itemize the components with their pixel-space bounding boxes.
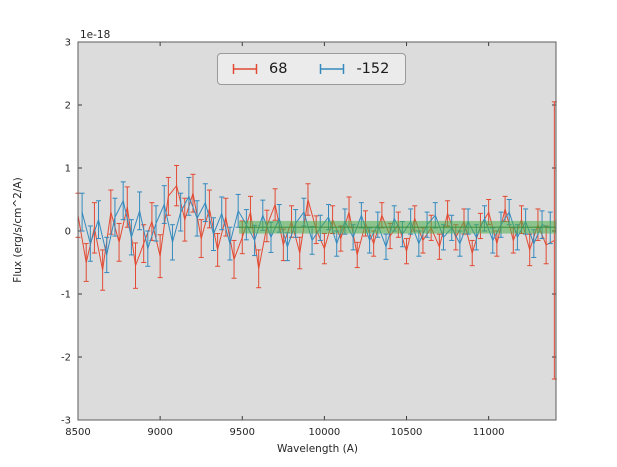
x-tick-label: 11000 bbox=[473, 427, 505, 438]
y-tick-label: 1 bbox=[65, 164, 71, 175]
x-tick-label: 9000 bbox=[147, 427, 172, 438]
y-tick-label: 3 bbox=[65, 38, 71, 49]
blue-errorbar-icon bbox=[320, 64, 345, 74]
x-tick-label: 10000 bbox=[308, 427, 340, 438]
x-tick-label: 10500 bbox=[391, 427, 423, 438]
x-tick-label: 8500 bbox=[65, 427, 90, 438]
legend-label: -152 bbox=[356, 60, 390, 77]
legend-entry: -152 bbox=[317, 61, 389, 77]
y-axis-label: Flux (erg/s/cm^2/A) bbox=[12, 177, 24, 283]
legend-label: 68 bbox=[269, 60, 288, 77]
x-tick-label: 9500 bbox=[230, 427, 255, 438]
x-axis-label: Wavelength (A) bbox=[276, 443, 358, 455]
y-tick-label: -1 bbox=[61, 290, 71, 301]
legend: 68 -152 bbox=[217, 53, 407, 85]
offset-label: 1e-18 bbox=[80, 29, 111, 41]
y-tick-label: 2 bbox=[65, 101, 71, 112]
y-tick-label: -3 bbox=[61, 416, 71, 427]
y-tick-label: -2 bbox=[61, 353, 71, 364]
y-tick-label: 0 bbox=[65, 227, 71, 238]
red-errorbar-icon bbox=[232, 64, 258, 74]
legend-entry: 68 bbox=[230, 61, 287, 77]
axes-frame bbox=[77, 41, 557, 421]
